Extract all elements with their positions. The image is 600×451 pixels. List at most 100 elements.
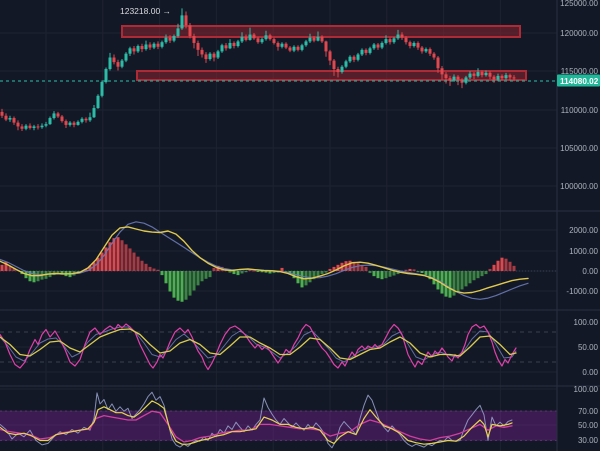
candle-body: [456, 76, 460, 80]
candle-body: [80, 118, 84, 122]
candle-body: [76, 121, 80, 125]
candle-body: [328, 51, 332, 61]
histogram-bar: [104, 247, 108, 271]
candle-body: [336, 69, 340, 73]
candle-body: [228, 42, 232, 49]
candle-body: [300, 45, 304, 50]
histogram-bar: [212, 267, 216, 271]
stochastic-panel[interactable]: [0, 323, 557, 371]
axis-label: 115000.00: [561, 67, 599, 76]
histogram-bar: [252, 270, 256, 272]
histogram-bar: [324, 271, 328, 273]
candle-body: [288, 47, 292, 51]
axis-label: 100.00: [574, 318, 599, 327]
candle-body: [168, 37, 172, 41]
candle-body: [312, 37, 316, 41]
histogram-bar: [468, 271, 472, 284]
axis-label: -1000.00: [566, 287, 598, 296]
histogram-bar: [392, 271, 396, 276]
histogram-bar: [152, 268, 156, 271]
candle-body: [384, 39, 388, 43]
candle-body: [56, 113, 60, 117]
candle-body: [356, 54, 360, 60]
histogram-bar: [372, 271, 376, 277]
histogram-bar: [388, 271, 392, 277]
candle-body: [348, 56, 352, 62]
candle-body: [184, 15, 188, 26]
histogram-bar: [188, 271, 192, 296]
histogram-bar: [96, 257, 100, 271]
candle-body: [320, 36, 324, 42]
histogram-bar: [196, 271, 200, 286]
candle-body: [232, 42, 236, 47]
candle-body: [368, 48, 372, 53]
histogram-bar: [4, 261, 8, 271]
histogram-bar: [116, 237, 120, 271]
candle-body: [188, 25, 192, 37]
price-axis[interactable]: 125000.00 120000.00 115000.00 110000.00 1050…: [556, 0, 599, 451]
candle-body: [68, 122, 72, 125]
candle-body: [144, 44, 148, 50]
candle-body: [504, 75, 508, 79]
histogram-bar: [428, 271, 432, 280]
indicator-line: [0, 400, 513, 445]
histogram-bar: [396, 271, 400, 275]
histogram-bar: [416, 271, 420, 273]
grid-lines: [0, 0, 557, 451]
histogram-bar: [424, 271, 428, 276]
candle-body: [444, 74, 448, 79]
candle-body: [268, 35, 272, 40]
histogram-bar: [364, 266, 368, 271]
candle-body: [284, 43, 288, 48]
candle-body: [316, 36, 320, 41]
histogram-bar: [240, 271, 244, 274]
resistance-zone-lower[interactable]: [136, 70, 527, 81]
candle-body: [452, 76, 456, 81]
histogram-bar: [368, 271, 372, 274]
candle-body: [28, 125, 32, 128]
candle-body: [400, 34, 404, 38]
histogram-bar: [312, 271, 316, 280]
axis-label: 105000.00: [560, 144, 598, 153]
histogram-bar: [28, 271, 32, 282]
candle-body: [204, 54, 208, 60]
histogram-bar: [100, 252, 104, 271]
histogram-bar: [452, 271, 456, 296]
candle-body: [272, 39, 276, 43]
histogram-bar: [348, 260, 352, 271]
candle-body: [64, 121, 68, 125]
candle-body: [128, 48, 132, 54]
histogram-bar: [412, 269, 416, 271]
histogram-bar: [236, 271, 240, 276]
wavetrend-panel[interactable]: [0, 391, 557, 449]
indicator-line: [0, 323, 517, 371]
histogram-bar: [176, 271, 180, 301]
candle-body: [492, 76, 496, 80]
candle-body: [260, 39, 264, 43]
histogram-bar: [420, 271, 424, 274]
candle-body: [392, 38, 396, 43]
price-panel[interactable]: [0, 8, 557, 132]
histogram-bar: [124, 244, 128, 271]
candle-body: [296, 46, 300, 50]
candle-body: [380, 42, 384, 48]
candle-body: [0, 111, 4, 116]
candle-body: [280, 43, 284, 47]
candle-body: [264, 35, 268, 40]
axis-label: 50.00: [578, 421, 599, 430]
histogram-bar: [268, 271, 272, 274]
histogram-bar: [284, 271, 288, 273]
axis-label: 70.00: [578, 407, 599, 416]
candle-body: [376, 44, 380, 48]
axis-label: 1000.00: [569, 247, 598, 256]
histogram-bar: [120, 240, 124, 271]
candle-body: [388, 39, 392, 43]
candle-body: [84, 118, 88, 121]
histogram-bar: [264, 271, 268, 273]
macd-panel[interactable]: [0, 221, 557, 302]
candle-body: [412, 42, 416, 47]
candles: [0, 8, 516, 132]
histogram-bar: [308, 271, 312, 283]
